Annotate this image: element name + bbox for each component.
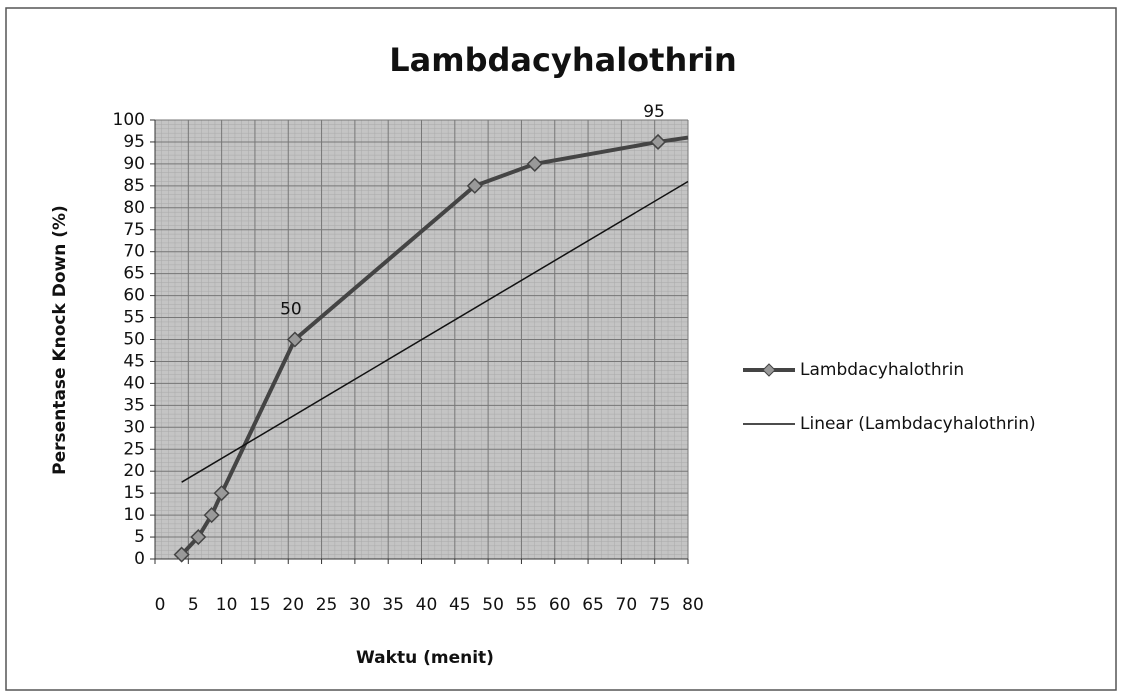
series-line (181, 180, 689, 483)
marker (649, 133, 667, 151)
x-tick-label: 65 (582, 595, 604, 615)
data-label: 50 (280, 300, 302, 320)
chart-title: Lambdacyhalothrin (389, 41, 737, 79)
x-tick-label: 60 (549, 595, 571, 615)
y-tick-label: 90 (123, 154, 145, 174)
x-tick-label: 25 (316, 595, 338, 615)
y-tick-label: 60 (123, 286, 145, 306)
y-tick-label: 85 (123, 176, 145, 196)
y-tick-label: 20 (123, 461, 145, 481)
x-tick-label: 45 (449, 595, 471, 615)
marker (190, 528, 207, 546)
y-tick-label: 0 (134, 549, 145, 569)
legend-label: Linear (Lambdacyhalothrin) (800, 414, 1036, 434)
legend-marker (762, 363, 776, 377)
marker (213, 485, 230, 502)
y-axis-title: Persentase Knock Down (%) (50, 205, 70, 475)
y-tick-label: 95 (123, 132, 145, 152)
y-tick-label: 75 (123, 220, 145, 240)
y-tick-label: 80 (123, 198, 145, 218)
marker (203, 507, 220, 524)
y-tick-label: 25 (123, 439, 145, 459)
y-tick-label: 70 (123, 242, 145, 262)
y-tick-label: 15 (123, 483, 145, 503)
marker (466, 177, 483, 194)
x-tick-label: 50 (482, 595, 504, 615)
marker (286, 331, 303, 348)
x-tick-label: 75 (649, 595, 671, 615)
x-tick-label: 35 (382, 595, 404, 615)
x-tick-label: 15 (249, 595, 271, 615)
y-tick-label: 50 (123, 330, 145, 350)
y-tick-label: 35 (123, 395, 145, 415)
x-axis-title: Waktu (menit) (356, 648, 494, 668)
y-tick-label: 40 (123, 373, 145, 393)
marker (526, 155, 543, 172)
y-tick-label: 65 (123, 264, 145, 284)
x-tick-label: 30 (349, 595, 371, 615)
x-tick-label: 55 (516, 595, 538, 615)
x-tick-label: 10 (216, 595, 238, 615)
x-tick-label: 80 (682, 595, 704, 615)
x-tick-label: 20 (282, 595, 304, 615)
y-tick-label: 5 (134, 527, 145, 547)
y-tick-label: 45 (123, 351, 145, 371)
y-tick-label: 55 (123, 308, 145, 328)
x-tick-label: 40 (416, 595, 438, 615)
x-tick-label: 0 (155, 595, 166, 615)
y-tick-label: 30 (123, 417, 145, 437)
y-tick-label: 10 (123, 505, 145, 525)
x-tick-label: 5 (188, 595, 199, 615)
y-tick-label: 100 (113, 110, 145, 130)
legend-label: Lambdacyhalothrin (800, 360, 964, 380)
marker (173, 546, 190, 563)
data-label: 95 (643, 102, 665, 122)
x-tick-label: 70 (616, 595, 638, 615)
